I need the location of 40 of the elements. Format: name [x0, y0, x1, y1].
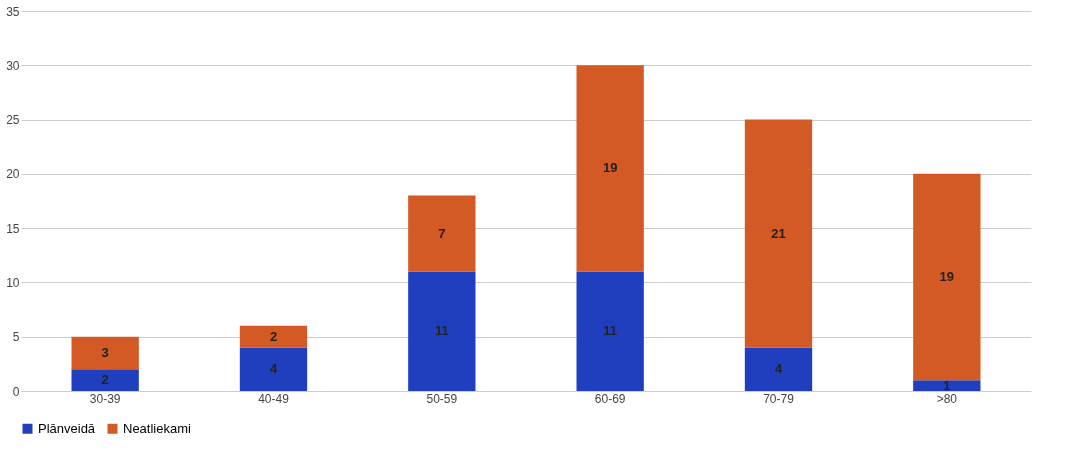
data-label: 11 [603, 323, 618, 339]
data-label: 19 [602, 160, 618, 176]
y-tick-label: 5 [12, 330, 20, 345]
data-label: 19 [939, 269, 955, 284]
legend-label: Plānveidā [38, 420, 96, 436]
x-tick-label: 60-69 [594, 391, 626, 406]
y-tick-label: 30 [6, 58, 20, 73]
data-label: 7 [438, 225, 446, 241]
bar [71, 369, 139, 391]
y-tick-label: 0 [12, 384, 20, 399]
bar [913, 173, 981, 381]
y-tick-label: 15 [6, 221, 20, 236]
bar [239, 347, 308, 391]
x-tick-label: >80 [936, 391, 958, 406]
bar [913, 380, 981, 391]
data-label: 2 [269, 328, 278, 344]
bar [576, 271, 644, 391]
x-tick-label: 40-49 [258, 391, 290, 406]
bar [576, 65, 644, 272]
legend-label: Neatliekami [123, 420, 192, 436]
data-label: 3 [101, 345, 109, 360]
bar [71, 336, 139, 370]
data-label: 4 [269, 361, 278, 377]
x-tick-label: 70-79 [763, 391, 795, 406]
x-tick-label: 30-39 [89, 391, 121, 406]
y-tick-label: 35 [6, 4, 20, 19]
x-tick-label: 50-59 [426, 391, 458, 406]
data-label: 4 [774, 361, 783, 377]
bar [239, 325, 308, 348]
data-label: 1 [943, 377, 951, 393]
bar [744, 119, 813, 348]
bar [744, 347, 813, 391]
y-tick-label: 25 [6, 113, 20, 128]
y-tick-label: 10 [6, 275, 20, 290]
bar [408, 271, 476, 391]
bar [408, 195, 476, 272]
data-label: 21 [771, 225, 786, 241]
data-label: 11 [434, 323, 449, 339]
data-label: 2 [101, 372, 109, 388]
y-tick-label: 20 [6, 167, 20, 182]
